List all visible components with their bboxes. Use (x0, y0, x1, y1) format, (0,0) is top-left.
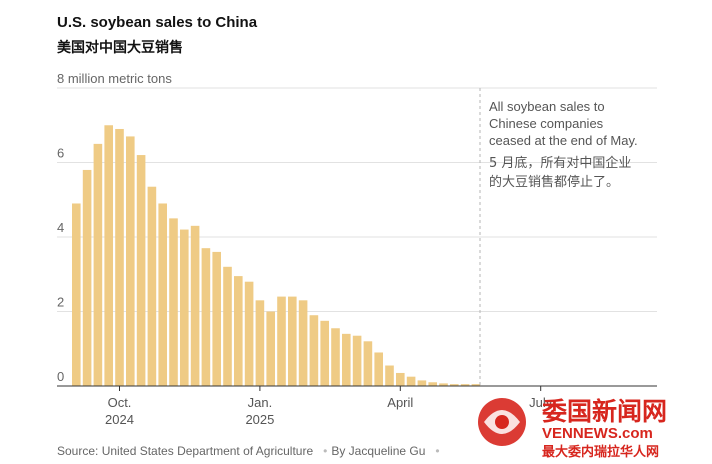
watermark-name: 委国新闻网 (541, 397, 667, 426)
bar (201, 248, 211, 386)
bar (126, 136, 135, 386)
x-tick-label: July (529, 395, 553, 410)
bar (396, 372, 405, 386)
watermark-tagline: 最大委内瑞拉华人网 (542, 444, 659, 460)
chart-subtitle: 美国对中国大豆销售 (57, 40, 183, 56)
y-tick-label: 0 (57, 369, 64, 384)
bar (428, 382, 437, 386)
source-text: Source: United States Department of Agri… (57, 444, 314, 458)
bar (244, 281, 254, 386)
bar (385, 365, 394, 386)
soybean-bar-chart: 0 2 4 6 8 million metric tons Oct. 2024 Jan. 2… (57, 71, 657, 427)
source-line: Source: United States Department of Agri… (57, 444, 444, 458)
bar (115, 128, 124, 386)
separator-dot-2: • (435, 444, 440, 458)
bar (169, 218, 178, 386)
bar (190, 225, 200, 386)
bar (352, 335, 362, 386)
watermark-emblem-icon (478, 398, 526, 446)
y-axis-label: 8 million metric tons (57, 71, 172, 86)
x-tick-year-label: 2025 (245, 412, 274, 427)
byline: By Jacqueline Gu (331, 444, 426, 458)
bar (417, 380, 427, 386)
x-tick-label: Jan. (248, 395, 273, 410)
y-tick-label: 2 (57, 295, 64, 310)
bar (93, 143, 103, 386)
watermark-logo: 委国新闻网 VENNEWS.com 最大委内瑞拉华人网 (478, 397, 667, 460)
bar (406, 376, 416, 386)
annotation-en-line-1: All soybean sales to (489, 99, 605, 114)
x-tick-label: Oct. (108, 395, 132, 410)
bar (104, 125, 113, 386)
bar (288, 296, 297, 386)
bar (298, 300, 308, 386)
x-tick-labels: Oct. 2024 Jan. 2025 April July (105, 386, 553, 427)
bar (266, 311, 275, 386)
bar (363, 341, 373, 386)
bar (374, 352, 383, 386)
y-tick-label: 6 (57, 146, 64, 161)
annotation-zh-line-1: 5 月底，所有对中国企业 (489, 155, 631, 171)
y-tick-labels: 0 2 4 6 (57, 146, 64, 385)
bar (309, 315, 319, 386)
bar (180, 229, 189, 386)
annotation-zh-line-2: 的大豆销售都停止了。 (489, 174, 619, 190)
bar (158, 203, 167, 386)
bar (460, 384, 470, 386)
bar (82, 169, 92, 386)
y-tick-label: 4 (57, 220, 64, 235)
annotation-en-line-2: Chinese companies (489, 116, 604, 131)
bar (277, 296, 286, 386)
bar (147, 186, 157, 386)
annotation-en-line-3: ceased at the end of May. (489, 133, 638, 148)
bar (223, 266, 232, 386)
x-tick-year-label: 2024 (105, 412, 134, 427)
watermark-domain: VENNEWS.com (542, 425, 653, 442)
bar (342, 333, 351, 386)
bar (234, 276, 243, 386)
annotation: All soybean sales to Chinese companies c… (489, 99, 638, 190)
bar (320, 320, 329, 386)
bar (471, 384, 481, 386)
bar (439, 383, 448, 386)
separator-dot: • (323, 444, 328, 458)
bar (212, 251, 221, 386)
chart-title: U.S. soybean sales to China (57, 14, 258, 31)
bar-series (72, 125, 481, 386)
bar (255, 300, 265, 386)
bar (72, 203, 81, 386)
bar (331, 328, 340, 386)
x-tick-label: April (387, 395, 413, 410)
bar (450, 384, 459, 386)
bar (136, 155, 146, 386)
